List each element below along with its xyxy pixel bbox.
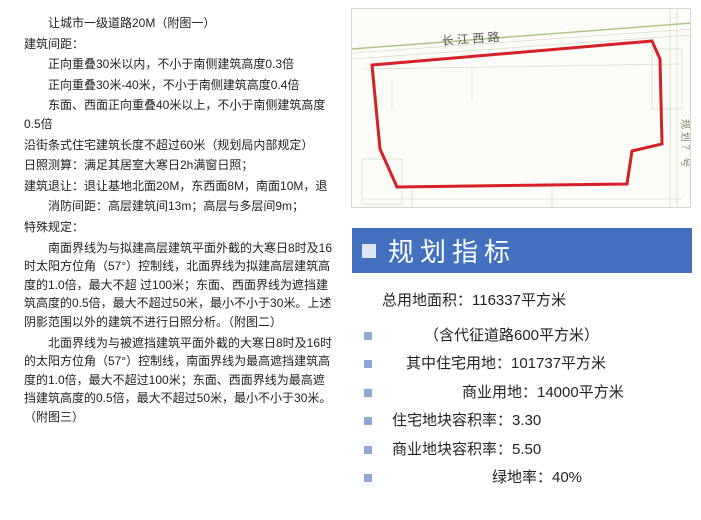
metrics-list: 总用地面积：116337平方米 （含代征道路600平方米） 其中住宅用地：101…	[340, 287, 701, 493]
metric-text: 总用地面积：116337平方米	[382, 287, 701, 316]
metric-row: 商业用地：14000平方米	[364, 379, 701, 408]
metric-text: 商业地块容积率：5.50	[382, 436, 701, 465]
metric-text: 住宅地块容积率：3.30	[382, 407, 701, 436]
text-line: 沿街条式住宅建筑长度不超过60米（规划局内部规定）	[24, 136, 336, 155]
text-line: 建筑间距：	[24, 35, 336, 54]
bullet-icon	[364, 446, 372, 454]
site-map: 长 江 西 路 规 划 ？ 号	[351, 8, 691, 208]
metric-row: （含代征道路600平方米）	[364, 322, 701, 351]
text-line: 特殊规定：	[24, 218, 336, 237]
metric-row: 住宅地块容积率：3.30	[364, 407, 701, 436]
metric-row: 绿地率：40%	[364, 464, 701, 493]
metric-row: 商业地块容积率：5.50	[364, 436, 701, 465]
text-line: 日照测算：满足其居室大寒日2h满窗日照；	[24, 156, 336, 175]
metric-text: 绿地率：40%	[382, 464, 701, 493]
section-title: 规划指标	[388, 232, 516, 269]
metric-text: （含代征道路600平方米）	[382, 322, 701, 351]
bullet-icon	[364, 389, 372, 397]
metric-row: 其中住宅用地：101737平方米	[364, 350, 701, 379]
title-square-icon	[362, 244, 376, 258]
metric-text: 其中住宅用地：101737平方米	[382, 350, 701, 379]
text-line: 让城市一级道路20M（附图一）	[24, 14, 336, 33]
metric-text: 商业用地：14000平方米	[382, 379, 701, 408]
bullet-icon	[364, 332, 372, 340]
text-line: 建筑退让：退让基地北面20M，东西面8M，南面10M，退	[24, 177, 336, 196]
bullet-icon	[364, 360, 372, 368]
text-line: 正向重叠30米以内，不小于南侧建筑高度0.3倍	[24, 55, 336, 74]
text-line: 北面界线为与被遮挡建筑平面外截的大寒日8时及16时的太阳方位角（57°）控制线，…	[24, 334, 336, 427]
regulation-text-column: 让城市一级道路20M（附图一） 建筑间距： 正向重叠30米以内，不小于南侧建筑高…	[0, 0, 340, 520]
text-line: 东面、西面正向重叠40米以上，不小于南侧建筑高度0.5倍	[24, 96, 336, 133]
bullet-icon	[364, 417, 372, 425]
metric-row: 总用地面积：116337平方米	[364, 287, 701, 316]
text-line: 南面界线为与拟建高层建筑平面外截的大寒日8时及16时太阳方位角（57°）控制线，…	[24, 239, 336, 332]
text-line: 消防间距：高层建筑间13m；高层与多层间9m；	[24, 197, 336, 216]
right-column: 长 江 西 路 规 划 ？ 号 规划指标 总用地面积：116337平方米 （含代…	[340, 0, 701, 520]
text-line: 正向重叠30米-40米，不小于南侧建筑高度0.4倍	[24, 76, 336, 95]
map-svg: 长 江 西 路 规 划 ？ 号	[352, 9, 691, 208]
section-title-bar: 规划指标	[352, 228, 692, 273]
bullet-icon	[364, 474, 372, 482]
side-label: 规 划 ？ 号	[679, 119, 691, 167]
